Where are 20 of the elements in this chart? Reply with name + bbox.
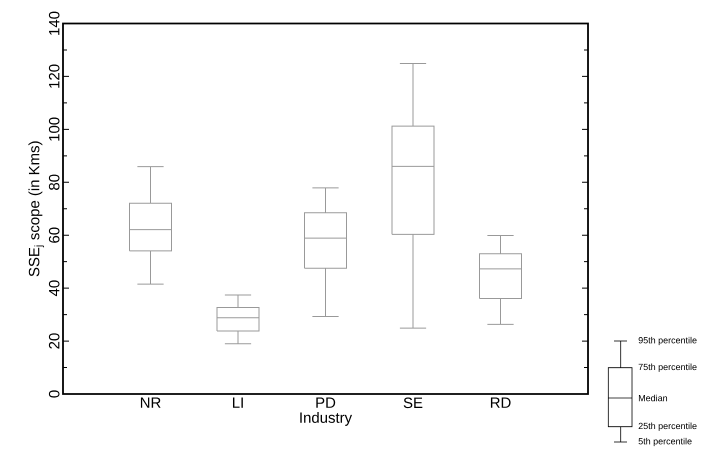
text: 25th percentile	[638, 422, 697, 431]
y-tick-label: 20	[48, 333, 60, 349]
x-axis-title: Industry	[300, 412, 352, 426]
text: 75th percentile	[638, 364, 697, 372]
x-tick-label: LI	[232, 398, 243, 408]
x-tick-label: NR	[140, 398, 161, 408]
x-tick-label: RD	[490, 398, 511, 408]
x-tick-label: PD	[316, 398, 336, 408]
y-tick-label: 120	[48, 64, 60, 88]
y-tick-label: 100	[48, 117, 60, 141]
text: 5th percentile	[638, 438, 692, 446]
y-axis-title: SSE$_{j}$ scope (in Kms)	[28, 141, 44, 276]
text: 95th percentile	[638, 336, 697, 346]
y-tick-label: 80	[48, 174, 60, 190]
y-tick-label: 40	[48, 280, 60, 296]
text: Median	[638, 394, 668, 402]
y-tick-label: 140	[48, 12, 60, 35]
x-tick-label: SE	[404, 398, 422, 408]
y-tick-label: 0	[48, 390, 60, 398]
y-tick-label: 60	[48, 227, 60, 243]
